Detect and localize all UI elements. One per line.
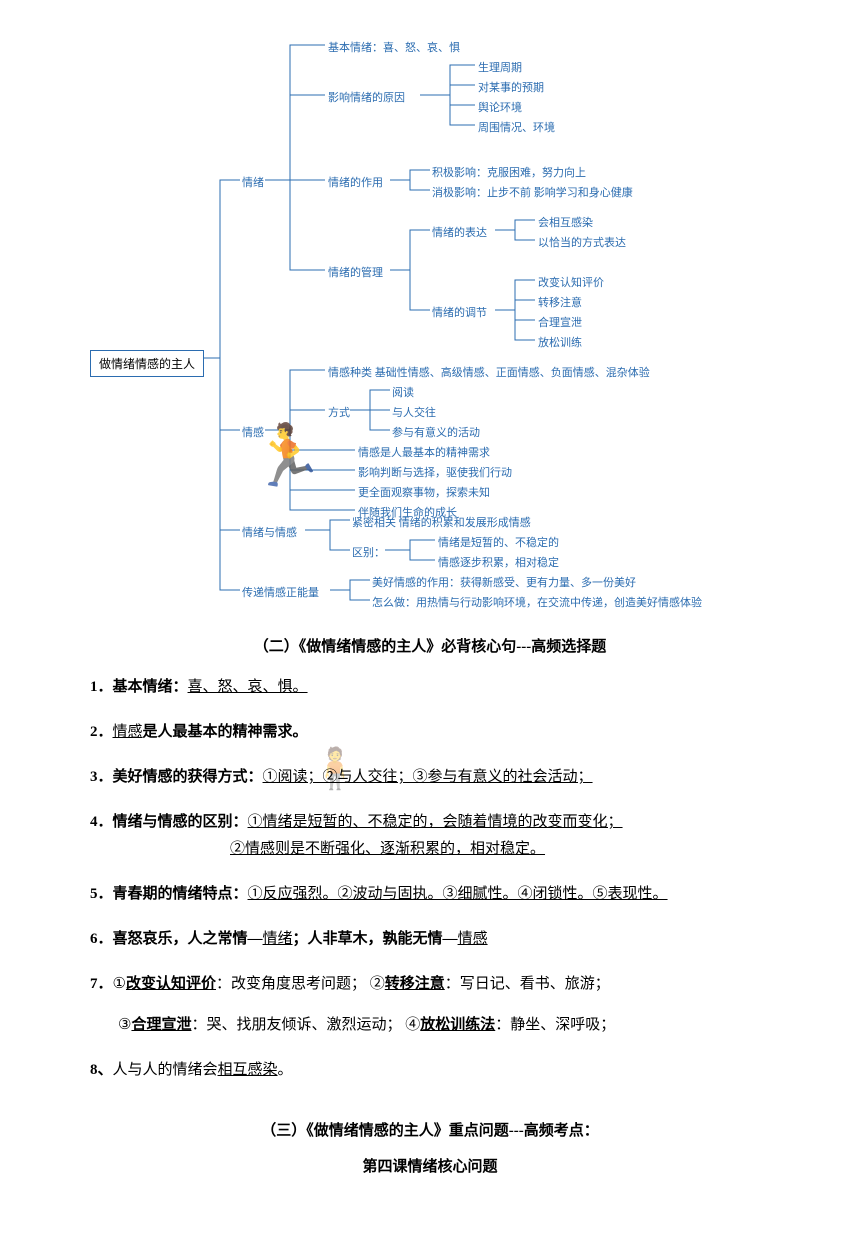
u4: 放松训练法 (420, 1017, 495, 1033)
student-illustration: 🏃 (250, 420, 330, 520)
node-effneg: 消极影响：止步不前 影响学习和身心健康 (432, 184, 633, 200)
item-2: 2．情感是人最基本的精神需求。 (90, 719, 770, 746)
node-express: 情绪的表达 (432, 224, 487, 240)
item-7: 7．①改变认知评价：改变角度思考问题； ②转移注意：写日记、看书、旅游； ③合理… (90, 971, 770, 1039)
item-text2: ②情感则是不断强化、逐渐积累的，相对稳定。 (230, 841, 545, 857)
item-label: 情绪与情感的区别： (113, 814, 248, 830)
item-text: ①反应强烈。②波动与固执。③细腻性。④闭锁性。⑤表现性。 (248, 886, 668, 902)
post: 。 (278, 1062, 293, 1078)
item-3: 3．美好情感的获得方式：①阅读；②与人交往；③参与有意义的社会活动； (90, 764, 770, 791)
node-c3: 舆论环境 (478, 99, 522, 115)
node-c2: 对某事的预期 (478, 79, 544, 95)
node-manage: 情绪的管理 (328, 264, 383, 280)
node-judge: 影响判断与选择，驱使我们行动 (358, 464, 512, 480)
a3: ③ (118, 1017, 131, 1033)
node-effpos: 积极影响：克服困难，努力向上 (432, 164, 586, 180)
node-peffect: 美好情感的作用：获得新感受、更有力量、多一份美好 (372, 574, 636, 590)
item-num: 7． (90, 976, 113, 992)
item-mid: ；人非草木，孰能无情— (293, 931, 458, 947)
item-num: 6． (90, 931, 113, 947)
node-causes: 影响情绪的原因 (328, 89, 405, 105)
item-label: 基本情绪： (113, 679, 188, 695)
mindmap-root: 做情绪情感的主人 (90, 350, 204, 377)
u1: 改变认知评价 (126, 976, 216, 992)
section3-title: （三）《做情绪情感的主人》重点问题---高频考点： (90, 1119, 770, 1140)
item-num: 4． (90, 814, 113, 830)
node-phow: 怎么做：用热情与行动影响环境，在交流中传递，创造美好情感体验 (372, 594, 702, 610)
item-label: 美好情感的获得方式： (113, 769, 263, 785)
node-w2: 与人交往 (392, 404, 436, 420)
u3: 合理宣泄 (131, 1017, 191, 1033)
section3-sub: 第四课情绪核心问题 (90, 1155, 770, 1176)
item-num: 2． (90, 724, 113, 740)
u2: 转移注意 (385, 976, 445, 992)
item-text: 是人最基本的精神需求。 (143, 724, 308, 740)
node-r2: 转移注意 (538, 294, 582, 310)
item-num: 5． (90, 886, 113, 902)
t1: ：改变角度思考问题； (216, 976, 366, 992)
item-6: 6．喜怒哀乐，人之常情—情绪；人非草木，孰能无情—情感 (90, 926, 770, 953)
node-need: 情感是人最基本的精神需求 (358, 444, 490, 460)
item-5: 5．青春期的情绪特点：①反应强烈。②波动与固执。③细腻性。④闭锁性。⑤表现性。 (90, 881, 770, 908)
node-emotion: 情绪 (242, 174, 264, 190)
node-ways: 方式 (328, 404, 350, 420)
u: 相互感染 (218, 1062, 278, 1078)
node-r1: 改变认知评价 (538, 274, 604, 290)
mindmap-connectors (70, 20, 790, 620)
node-effect: 情绪的作用 (328, 174, 383, 190)
node-types: 情感种类 基础性情感、高级情感、正面情感、负面情感、混杂体验 (328, 364, 650, 380)
node-d2: 情感逐步积累，相对稳定 (438, 554, 559, 570)
node-positive: 传递情感正能量 (242, 584, 319, 600)
item-4: 4．情绪与情感的区别：①情绪是短暂的、不稳定的，会随着情境的改变而变化； ②情感… (90, 809, 770, 863)
item-text: 喜、怒、哀、惧。 (188, 679, 308, 695)
node-c1: 生理周期 (478, 59, 522, 75)
node-r4: 放松训练 (538, 334, 582, 350)
content-section: （二）《做情绪情感的主人》必背核心句---高频选择题 1．基本情绪：喜、怒、哀、… (50, 635, 810, 1176)
node-e1: 会相互感染 (538, 214, 593, 230)
t2: ：写日记、看书、旅游； (445, 976, 610, 992)
item-label: 青春期的情绪特点： (113, 886, 248, 902)
item-u1: 情绪 (263, 931, 293, 947)
item-text: ①阅读；②与人交往；③参与有意义的社会活动； (263, 769, 593, 785)
a2: ② (370, 976, 385, 992)
mindmap-diagram: 做情绪情感的主人 情绪 情感 情绪与情感 传递情感正能量 基本情绪：喜、怒、哀、… (70, 20, 790, 620)
item-text: ①情绪是短暂的、不稳定的，会随着情境的改变而变化； (248, 814, 623, 830)
node-c4: 周围情况、环境 (478, 119, 555, 135)
a4: ④ (405, 1017, 420, 1033)
node-w1: 阅读 (392, 384, 414, 400)
item-num: 8、 (90, 1062, 113, 1078)
t3: ：哭、找朋友倾诉、激烈运动； (191, 1017, 401, 1033)
a1: ① (113, 976, 126, 992)
pre: 人与人的情绪会 (113, 1062, 218, 1078)
item-1: 1．基本情绪：喜、怒、哀、惧。 (90, 674, 770, 701)
item-u2: 情感 (458, 931, 488, 947)
node-observe: 更全面观察事物，探索未知 (358, 484, 490, 500)
item-8: 8、人与人的情绪会相互感染。 (90, 1057, 770, 1084)
node-relation: 情绪与情感 (242, 524, 297, 540)
node-r3: 合理宣泄 (538, 314, 582, 330)
node-close: 紧密相关 情绪的积累和发展形成情感 (352, 514, 531, 530)
item-num: 3． (90, 769, 113, 785)
item-underline: 情感 (113, 724, 143, 740)
node-basic: 基本情绪：喜、怒、哀、惧 (328, 39, 460, 55)
t4: ：静坐、深呼吸； (495, 1017, 615, 1033)
node-e2: 以恰当的方式表达 (538, 234, 626, 250)
node-w3: 参与有意义的活动 (392, 424, 480, 440)
section2-title: （二）《做情绪情感的主人》必背核心句---高频选择题 (90, 635, 770, 656)
item-num: 1． (90, 679, 113, 695)
node-regulate: 情绪的调节 (432, 304, 487, 320)
node-d1: 情绪是短暂的、不稳定的 (438, 534, 559, 550)
item-pre: 喜怒哀乐，人之常情— (113, 931, 263, 947)
node-diff: 区别： (352, 544, 385, 560)
